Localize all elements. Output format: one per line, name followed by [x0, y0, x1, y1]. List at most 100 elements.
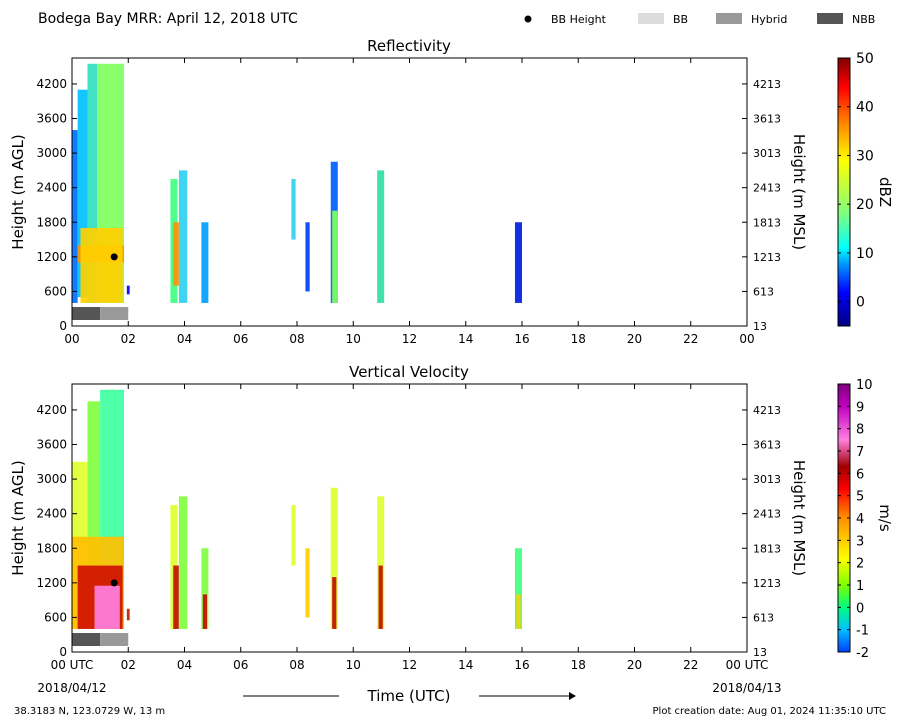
- x-tick-label: 18: [571, 332, 586, 346]
- x-tick-label: 06: [233, 658, 248, 672]
- echo-region: [77, 89, 88, 298]
- y-tick-label-right: 3013: [753, 473, 781, 486]
- y-tick-label: 1800: [36, 215, 67, 229]
- echo-region: [514, 222, 522, 303]
- y-tick-label: 1200: [36, 576, 67, 590]
- echo-region: [72, 130, 78, 303]
- x-tick-label: 00 UTC: [726, 658, 769, 672]
- colorbar-tick-label: 30: [856, 148, 874, 164]
- y-tick-label-right: 4213: [753, 78, 781, 91]
- y-tick-label-right: 3613: [753, 439, 781, 452]
- y-tick-label-right: 13: [753, 320, 767, 333]
- x-tick-label: 06: [233, 332, 248, 346]
- y-tick-label-right: 3613: [753, 113, 781, 126]
- x-tick-label: 08: [289, 332, 304, 346]
- start-date: 2018/04/12: [37, 681, 106, 695]
- legend-label-bb-height: BB Height: [551, 13, 607, 26]
- colorbar-label: m/s: [876, 504, 894, 532]
- echo-region: [377, 170, 385, 303]
- y-axis-label: Height (m AGL): [9, 460, 27, 575]
- colorbar-tick-label: 0: [856, 295, 865, 311]
- echo-region: [173, 565, 179, 629]
- figure-title: Bodega Bay MRR: April 12, 2018 UTC: [38, 11, 298, 27]
- echo-region: [201, 222, 209, 303]
- y-tick-label-right: 1813: [753, 216, 781, 229]
- colorbar-tick-label: 50: [856, 51, 874, 67]
- colorbar-tick-label: 6: [856, 467, 864, 482]
- time-axis-label: Time (UTC): [367, 687, 451, 705]
- echo-region: [201, 548, 209, 629]
- x-tick-label: 14: [458, 332, 473, 346]
- colorbar-tick-label: 9: [856, 400, 864, 415]
- y-tick-label-right: 1213: [753, 577, 781, 590]
- y-tick-label: 600: [44, 610, 67, 624]
- echo-region: [516, 594, 521, 629]
- echo-region: [202, 594, 207, 629]
- colorbar-tick-label: -1: [856, 624, 869, 639]
- bb-type-segment: [100, 633, 129, 646]
- x-tick-label: 14: [458, 658, 473, 672]
- echo-region: [178, 496, 188, 629]
- y-tick-label: 1800: [36, 541, 67, 555]
- y-axis-label-right: Height (m MSL): [790, 134, 808, 250]
- x-tick-label: 00: [739, 332, 754, 346]
- y-tick-label-right: 1813: [753, 542, 781, 555]
- y-tick-label-right: 613: [753, 611, 774, 624]
- colorbar-tick-label: 1: [856, 579, 864, 594]
- bb-height-marker: [110, 253, 118, 261]
- y-tick-label: 3000: [36, 472, 67, 486]
- x-tick-label: 00: [64, 332, 79, 346]
- colorbar-tick-label: 5: [856, 490, 864, 505]
- y-tick-label: 0: [59, 319, 67, 333]
- bb-type-segment: [72, 307, 101, 320]
- colorbar-tick-label: 3: [856, 534, 864, 549]
- bb-type-segment: [100, 307, 129, 320]
- colorbar-tick-label: 0: [856, 601, 864, 616]
- y-tick-label: 3000: [36, 146, 67, 160]
- colorbar-tick-label: 4: [856, 512, 864, 527]
- echo-region: [291, 505, 296, 566]
- y-tick-label: 3600: [36, 112, 67, 126]
- echo-region: [94, 585, 120, 629]
- y-tick-label-right: 13: [753, 646, 767, 659]
- bb-height-marker: [110, 579, 118, 587]
- x-tick-label: 16: [514, 658, 529, 672]
- colorbar-tick-label: 40: [856, 100, 874, 116]
- x-tick-label: 12: [402, 658, 417, 672]
- y-tick-label-right: 2413: [753, 182, 781, 195]
- y-tick-label: 600: [44, 284, 67, 298]
- legend-swatch-nbb: [817, 13, 843, 24]
- plot-creation-date: Plot creation date: Aug 01, 2024 11:35:1…: [653, 706, 886, 717]
- echo-region: [178, 170, 188, 303]
- colorbar-tick-label: -2: [856, 646, 869, 661]
- x-tick-label: 22: [683, 658, 698, 672]
- vertical-velocity-title: Vertical Velocity: [349, 363, 469, 381]
- time-arrow-head: [569, 692, 576, 700]
- echo-region: [126, 285, 130, 295]
- end-date: 2018/04/13: [712, 681, 781, 695]
- echo-region: [291, 179, 296, 240]
- y-tick-label: 2400: [36, 507, 67, 521]
- header-legend: BB Height BB Hybrid NBB: [524, 13, 875, 26]
- legend-label-bb: BB: [673, 13, 688, 26]
- x-tick-label: 00 UTC: [51, 658, 94, 672]
- colorbar-tick-label: 20: [856, 197, 874, 213]
- colorbar: [837, 57, 851, 327]
- y-tick-label: 3600: [36, 438, 67, 452]
- echo-region: [80, 228, 123, 303]
- x-tick-label: 04: [177, 658, 192, 672]
- colorbar-tick-label: 8: [856, 423, 864, 438]
- colorbar-tick-label: 10: [856, 246, 874, 262]
- y-tick-label-right: 3013: [753, 147, 781, 160]
- x-tick-label: 10: [346, 332, 361, 346]
- y-tick-label-right: 613: [753, 285, 774, 298]
- colorbar-label: dBZ: [876, 177, 894, 207]
- colorbar-tick-label: 7: [856, 445, 864, 460]
- y-axis-label: Height (m AGL): [9, 134, 27, 249]
- x-tick-label: 20: [627, 658, 642, 672]
- echo-region: [330, 487, 338, 629]
- y-tick-label: 0: [59, 645, 67, 659]
- y-tick-label-right: 2413: [753, 508, 781, 521]
